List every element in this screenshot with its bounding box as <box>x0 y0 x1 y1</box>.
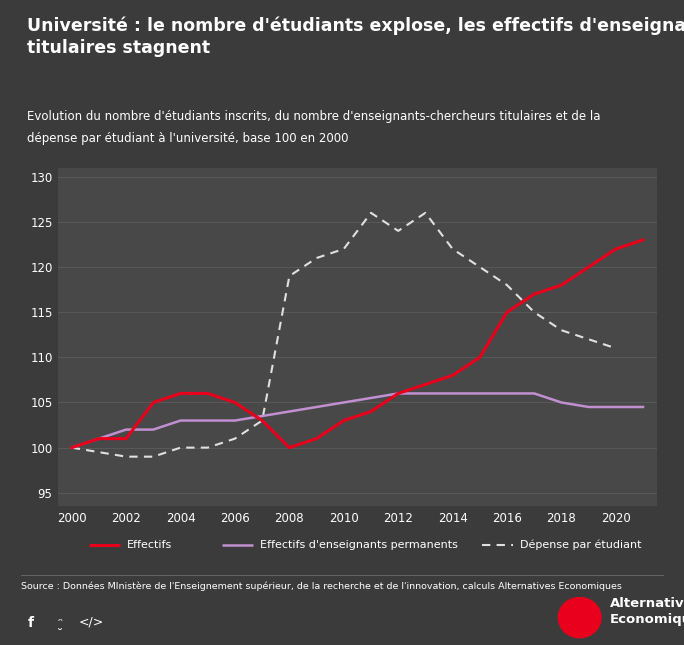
Text: ᵔ̮: ᵔ̮ <box>58 616 63 629</box>
Text: Evolution du nombre d'étudiants inscrits, du nombre d'enseignants-chercheurs tit: Evolution du nombre d'étudiants inscrits… <box>27 110 601 123</box>
Text: Dépense par étudiant: Dépense par étudiant <box>520 540 642 550</box>
Text: Université : le nombre d'étudiants explose, les effectifs d'enseignants
titulair: Université : le nombre d'étudiants explo… <box>27 16 684 57</box>
Text: </>: </> <box>79 616 104 629</box>
Circle shape <box>558 597 601 638</box>
Text: dépense par étudiant à l'université, base 100 en 2000: dépense par étudiant à l'université, bas… <box>27 132 349 145</box>
Text: Alternatives
Economiques: Alternatives Economiques <box>610 597 684 626</box>
Text: Effectifs d'enseignants permanents: Effectifs d'enseignants permanents <box>260 540 458 550</box>
Text: Effectifs: Effectifs <box>127 540 172 550</box>
Text: Source : Données MInistère de l'Enseignement supérieur, de la recherche et de l': Source : Données MInistère de l'Enseigne… <box>21 582 621 591</box>
Text: ⌕: ⌕ <box>575 610 584 625</box>
Text: f: f <box>27 616 34 630</box>
